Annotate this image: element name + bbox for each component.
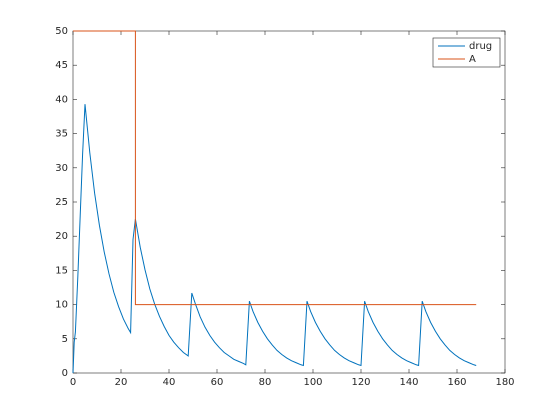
x-tick-label: 180: [495, 377, 514, 388]
legend-box: [432, 37, 501, 68]
y-tick-label: 15: [55, 265, 68, 276]
plot-area: [72, 30, 506, 374]
x-tick-label: 20: [115, 377, 128, 388]
x-tick-label: 0: [70, 377, 76, 388]
x-tick-label: 160: [447, 377, 466, 388]
x-tick-label: 80: [259, 377, 272, 388]
x-tick-label: 40: [163, 377, 176, 388]
x-tick-label: 100: [303, 377, 322, 388]
x-tick-label: 60: [211, 377, 224, 388]
y-tick-label: 50: [55, 26, 68, 37]
legend-label: A: [469, 54, 476, 65]
y-tick-label: 30: [55, 163, 68, 174]
legend-label: drug: [469, 41, 492, 52]
y-tick-label: 25: [55, 197, 68, 208]
y-tick-label: 40: [55, 94, 68, 105]
x-tick-label: 120: [351, 377, 370, 388]
data-line: [73, 30, 477, 306]
y-tick-label: 10: [55, 300, 68, 311]
y-tick-label: 20: [55, 231, 68, 242]
y-tick-label: 5: [62, 334, 68, 345]
y-tick-label: 35: [55, 129, 68, 140]
y-tick-label: 45: [55, 60, 68, 71]
x-tick-label: 140: [399, 377, 418, 388]
data-line: [72, 104, 477, 374]
y-tick-label: 0: [62, 368, 68, 379]
